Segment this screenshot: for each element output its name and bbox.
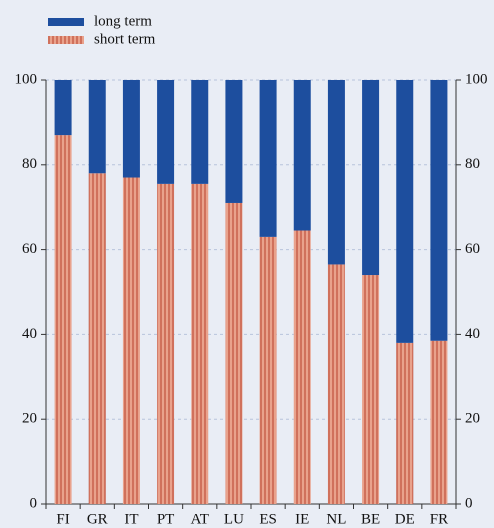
y-tick-label: 40: [22, 326, 37, 342]
bar-segment: [430, 80, 448, 341]
bar-segment: [88, 80, 106, 174]
bar-segment: [191, 80, 209, 184]
y2-tick-label: 40: [465, 326, 480, 342]
x-tick-label: PT: [157, 511, 175, 527]
x-tick-label: NL: [326, 511, 346, 527]
y2-tick-label: 20: [465, 411, 480, 427]
bar-segment: [191, 183, 209, 504]
bar-segment: [327, 80, 345, 265]
bar-segment: [396, 342, 414, 504]
legend-swatch: [48, 36, 84, 44]
legend-swatch: [48, 18, 84, 26]
bar-segment: [157, 183, 175, 504]
x-tick-label: AT: [191, 511, 209, 527]
y2-tick-label: 100: [465, 71, 488, 87]
bar-segment: [362, 275, 380, 504]
legend-label: short term: [94, 31, 156, 47]
bar-segment: [122, 177, 140, 504]
y2-tick-label: 80: [465, 156, 480, 172]
x-tick-label: IT: [124, 511, 138, 527]
bar-segment: [54, 80, 72, 136]
y-tick-label: 80: [22, 156, 37, 172]
bar-segment: [122, 80, 140, 178]
bar-segment: [430, 340, 448, 504]
x-tick-label: LU: [224, 511, 244, 527]
bar-segment: [396, 80, 414, 343]
x-tick-label: DE: [395, 511, 415, 527]
bar-segment: [293, 230, 311, 504]
x-tick-label: IE: [295, 511, 309, 527]
x-tick-label: ES: [259, 511, 277, 527]
bar-segment: [259, 80, 277, 237]
y-tick-label: 60: [22, 241, 37, 257]
legend-label: long term: [94, 13, 152, 29]
bar-segment: [225, 202, 243, 504]
bar-segment: [157, 80, 175, 184]
bar-segment: [327, 264, 345, 504]
y-tick-label: 20: [22, 411, 37, 427]
bar-segment: [88, 173, 106, 504]
bar-segment: [259, 236, 277, 504]
bar-segment: [293, 80, 311, 231]
y-tick-label: 0: [30, 495, 38, 511]
x-tick-label: BE: [361, 511, 380, 527]
y-tick-label: 100: [15, 71, 38, 87]
bar-segment: [225, 80, 243, 203]
y2-tick-label: 0: [465, 495, 473, 511]
y2-tick-label: 60: [465, 241, 480, 257]
x-tick-label: FI: [56, 511, 69, 527]
bar-segment: [54, 135, 72, 504]
x-tick-label: FR: [430, 511, 448, 527]
x-tick-label: GR: [87, 511, 108, 527]
bar-segment: [362, 80, 380, 276]
